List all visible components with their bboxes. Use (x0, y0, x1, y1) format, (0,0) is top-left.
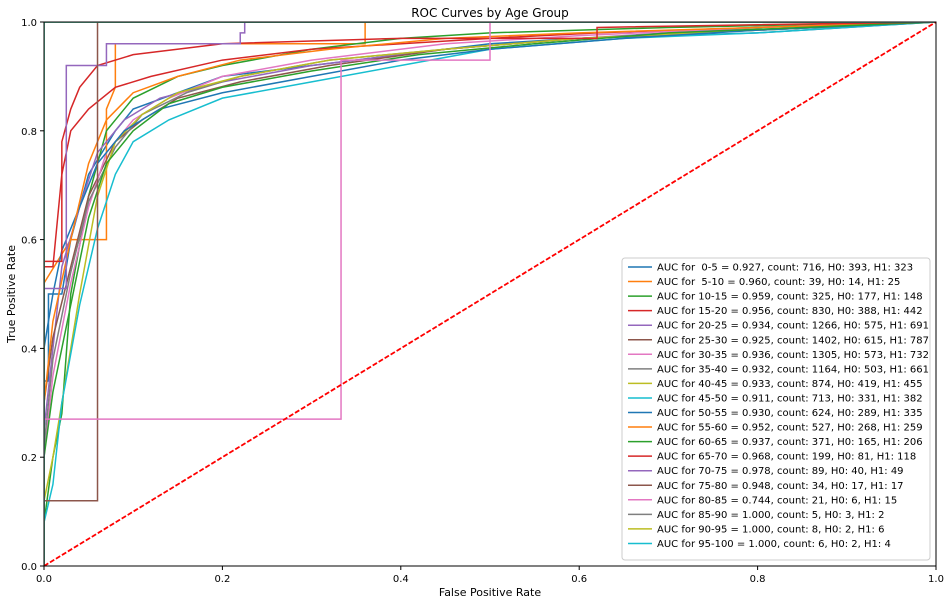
x-tick-label: 0.6 (571, 574, 587, 585)
legend: AUC for 0-5 = 0.927, count: 716, H0: 393… (621, 257, 931, 561)
legend-label: AUC for 45-50 = 0.911, count: 713, H0: 3… (657, 393, 923, 404)
roc-curve-11 (44, 22, 936, 566)
y-tick-label: 0.0 (21, 562, 37, 573)
y-tick-label: 0.6 (21, 236, 37, 247)
legend-label: AUC for 35-40 = 0.932, count: 1164, H0: … (657, 364, 929, 375)
legend-label: AUC for 55-60 = 0.952, count: 527, H0: 2… (657, 423, 923, 434)
roc-curve-16 (44, 22, 936, 566)
legend-label: AUC for 65-70 = 0.968, count: 199, H0: 8… (657, 452, 916, 463)
x-tick-label: 0.2 (214, 574, 230, 585)
legend-label: AUC for 30-35 = 0.936, count: 1305, H0: … (657, 350, 929, 361)
legend-label: AUC for 20-25 = 0.934, count: 1266, H0: … (657, 321, 929, 332)
roc-curve-13 (44, 22, 936, 566)
roc-curve-14 (44, 22, 936, 566)
legend-label: AUC for 95-100 = 1.000, count: 6, H0: 2,… (657, 539, 891, 550)
y-tick-label: 1.0 (21, 18, 37, 29)
legend-label: AUC for 25-30 = 0.925, count: 1402, H0: … (657, 335, 929, 346)
legend-label: AUC for 5-10 = 0.960, count: 39, H0: 14,… (657, 277, 900, 288)
legend-box (621, 257, 931, 561)
plot-area (43, 21, 937, 567)
legend-label: AUC for 85-90 = 1.000, count: 5, H0: 3, … (657, 510, 884, 521)
plot-frame (43, 21, 937, 567)
x-axis-label: False Positive Rate (439, 586, 541, 599)
legend-label: AUC for 10-15 = 0.959, count: 325, H0: 1… (657, 292, 923, 303)
legend-label: AUC for 15-20 = 0.956, count: 830, H0: 3… (657, 306, 923, 317)
legend-label: AUC for 50-55 = 0.930, count: 624, H0: 2… (657, 408, 923, 419)
chart-title: ROC Curves by Age Group (411, 6, 569, 20)
legend-label: AUC for 70-75 = 0.978, count: 89, H0: 40… (657, 466, 904, 477)
roc-curve-10 (44, 22, 936, 566)
x-axis-ticks: 0.0 0.2 0.4 0.6 0.8 1.0 (36, 566, 944, 585)
legend-items: AUC for 0-5 = 0.927, count: 716, H0: 393… (628, 263, 929, 550)
roc-curve-3 (44, 22, 936, 566)
legend-label: AUC for 0-5 = 0.927, count: 716, H0: 393… (657, 263, 913, 274)
y-axis-label: True Positive Rate (5, 245, 18, 344)
roc-curve-15 (44, 22, 936, 566)
roc-curves (44, 22, 936, 566)
chance-diagonal-line (44, 22, 936, 566)
y-tick-label: 0.2 (21, 453, 37, 464)
legend-label: AUC for 40-45 = 0.933, count: 874, H0: 4… (657, 379, 923, 390)
y-tick-label: 0.4 (21, 344, 37, 355)
legend-label: AUC for 60-65 = 0.937, count: 371, H0: 1… (657, 437, 923, 448)
x-tick-label: 0.8 (750, 574, 766, 585)
y-tick-label: 0.8 (21, 127, 37, 138)
legend-label: AUC for 75-80 = 0.948, count: 34, H0: 17… (657, 481, 904, 492)
legend-label: AUC for 80-85 = 0.744, count: 21, H0: 6,… (657, 495, 897, 506)
x-tick-label: 1.0 (928, 574, 944, 585)
y-axis-ticks: 0.0 0.2 0.4 0.6 0.8 1.0 (21, 18, 44, 573)
x-tick-label: 0.4 (393, 574, 409, 585)
roc-curve-8 (44, 22, 936, 566)
x-tick-label: 0.0 (36, 574, 52, 585)
legend-label: AUC for 90-95 = 1.000, count: 8, H0: 2, … (657, 524, 884, 535)
roc-curve-12 (44, 22, 936, 566)
